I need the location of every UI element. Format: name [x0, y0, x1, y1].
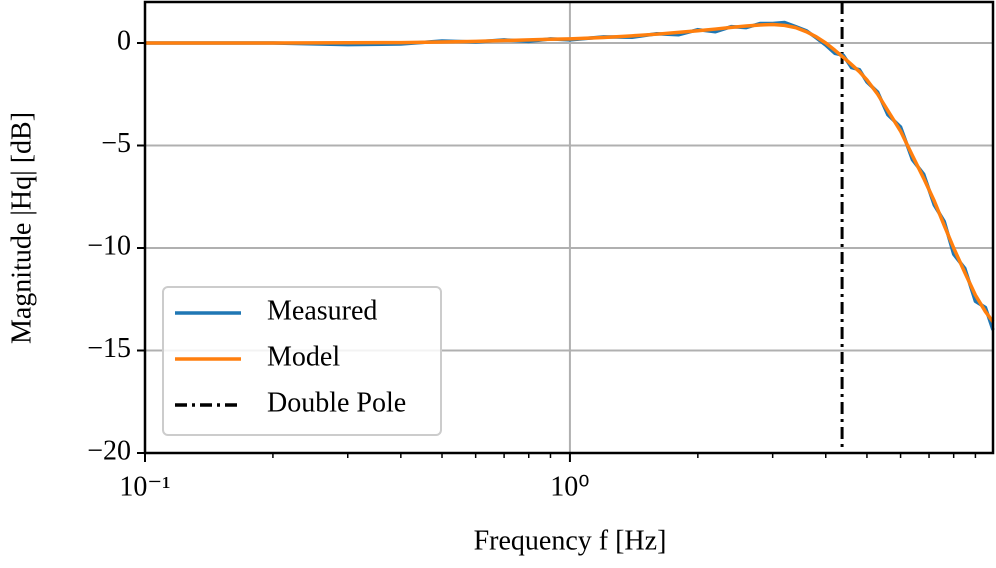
y-axis-label: Magnitude |Hq| [dB]	[6, 112, 37, 344]
y-tick-label: −5	[101, 128, 131, 159]
legend-label: Measured	[267, 295, 377, 326]
y-tick-label: −20	[87, 435, 131, 466]
plot-frame	[143, 0, 995, 455]
y-tick-label: −15	[87, 333, 131, 364]
y-tick-label: −10	[87, 230, 131, 261]
y-tick-label: 0	[117, 25, 131, 56]
legend-box	[162, 286, 442, 436]
x-tick-label: 10⁻¹	[119, 471, 170, 502]
series-line	[145, 22, 995, 323]
x-tick-label: 10⁰	[550, 471, 589, 502]
legend-label: Double Pole	[267, 387, 406, 418]
legend-label: Model	[267, 341, 340, 372]
x-axis-label: Frequency f [Hz]	[474, 525, 667, 556]
